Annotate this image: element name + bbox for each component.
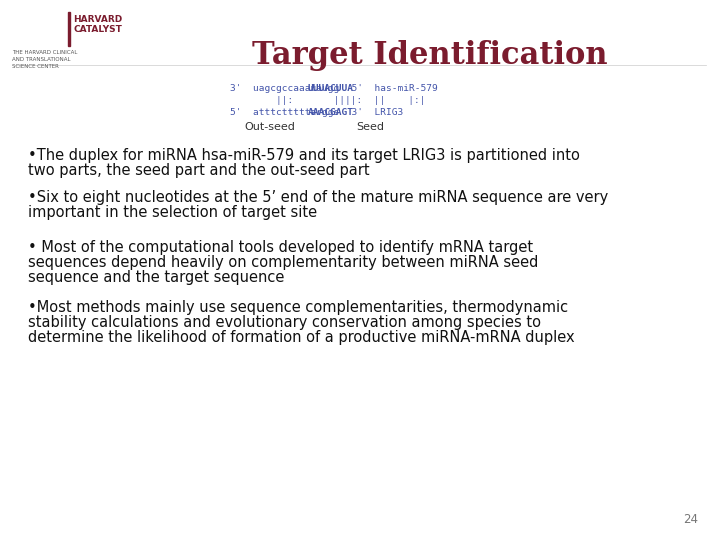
Text: •Six to eight nucleotides at the 5’ end of the mature miRNA sequence are very: •Six to eight nucleotides at the 5’ end … xyxy=(28,190,608,205)
Text: UUUACUUA: UUUACUUA xyxy=(307,84,354,93)
Text: • Most of the computational tools developed to identify mRNA target: • Most of the computational tools develo… xyxy=(28,240,533,255)
Text: Seed: Seed xyxy=(356,122,384,132)
Text: 3'  uagcgccaaauaugg: 3' uagcgccaaauaugg xyxy=(230,84,339,93)
Text: 5'  has-miR-579: 5' has-miR-579 xyxy=(340,84,438,93)
Text: ||:       ||||:  ||    |:|: ||: ||||: || |:| xyxy=(230,96,426,105)
Text: AAACGAGT: AAACGAGT xyxy=(307,108,354,117)
Text: sequences depend heavily on complementarity between miRNA seed: sequences depend heavily on complementar… xyxy=(28,255,539,270)
Text: Out-seed: Out-seed xyxy=(245,122,295,132)
Text: HARVARD: HARVARD xyxy=(73,16,122,24)
Text: •The duplex for miRNA hsa-miR-579 and its target LRIG3 is partitioned into: •The duplex for miRNA hsa-miR-579 and it… xyxy=(28,148,580,163)
Text: determine the likelihood of formation of a productive miRNA-mRNA duplex: determine the likelihood of formation of… xyxy=(28,330,575,345)
Text: CATALYST: CATALYST xyxy=(73,25,122,35)
Text: 5'  atttctttttarggs: 5' atttctttttarggs xyxy=(230,108,339,117)
Text: stability calculations and evolutionary conservation among species to: stability calculations and evolutionary … xyxy=(28,315,541,330)
Text: •Most methods mainly use sequence complementarities, thermodynamic: •Most methods mainly use sequence comple… xyxy=(28,300,568,315)
Bar xyxy=(68,12,70,46)
Text: Target Identification: Target Identification xyxy=(252,40,608,71)
Text: THE HARVARD CLINICAL
AND TRANSLATIONAL
SCIENCE CENTER: THE HARVARD CLINICAL AND TRANSLATIONAL S… xyxy=(12,50,77,69)
Text: sequence and the target sequence: sequence and the target sequence xyxy=(28,270,284,285)
Text: two parts, the seed part and the out-seed part: two parts, the seed part and the out-see… xyxy=(28,163,369,178)
Text: 3'  LRIG3: 3' LRIG3 xyxy=(340,108,403,117)
Text: 24: 24 xyxy=(683,513,698,526)
Text: important in the selection of target site: important in the selection of target sit… xyxy=(28,205,317,220)
